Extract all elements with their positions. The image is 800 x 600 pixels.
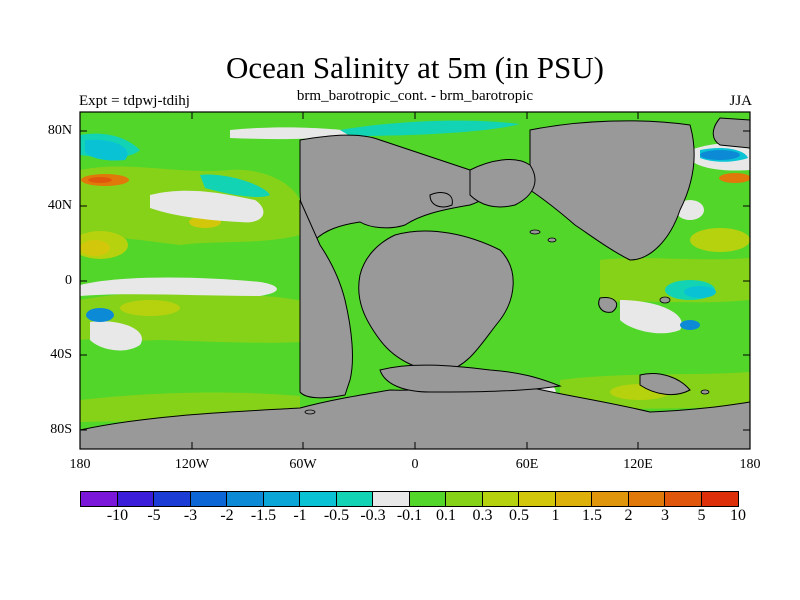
colorbar-label: 5 <box>697 507 706 524</box>
colorbar-box <box>190 492 227 506</box>
experiment-label: Expt = tdpwj-tdihj <box>79 93 190 109</box>
lon-label-60w: 60W <box>289 457 317 472</box>
colorbar-label: 1.5 <box>582 507 602 524</box>
colorbar-label: 1 <box>551 507 560 524</box>
colorbar-label: -2 <box>220 507 234 524</box>
lon-label-180e: 180 <box>739 457 761 472</box>
coast-islets <box>304 229 710 415</box>
colorbar-box <box>300 492 337 506</box>
colorbar-box <box>154 492 191 506</box>
colorbar-label: 10 <box>730 507 746 524</box>
colorbar-label: -0.3 <box>360 507 386 524</box>
colorbar-box <box>482 492 519 506</box>
lat-label-80n: 80N <box>47 123 72 138</box>
colorbar-label: -5 <box>147 507 161 524</box>
colorbar-box <box>628 492 665 506</box>
chart-title: Ocean Salinity at 5m (in PSU) <box>226 50 604 85</box>
colorbar-box <box>665 492 702 506</box>
chart-subtitle: brm_barotropic_cont. - brm_barotropic <box>296 88 534 104</box>
colorbar <box>80 491 739 507</box>
land-masses <box>80 117 750 449</box>
lon-label-60e: 60E <box>515 457 539 472</box>
lat-label-0: 0 <box>65 273 72 288</box>
anomaly-red <box>88 177 112 183</box>
colorbar-box <box>373 492 410 506</box>
colorbar-label: 2 <box>624 507 633 524</box>
colorbar-box <box>81 492 118 506</box>
colorbar-box <box>336 492 373 506</box>
colorbar-box <box>263 492 300 506</box>
lon-label-180w: 180 <box>69 457 91 472</box>
colorbar-box <box>555 492 592 506</box>
colorbar-label: -0.5 <box>323 507 350 524</box>
colorbar-box <box>446 492 483 506</box>
colorbar-box <box>409 492 446 506</box>
colorbar-box <box>701 492 738 506</box>
colorbar-label: -10 <box>106 507 129 524</box>
lon-label-120e: 120E <box>623 457 653 472</box>
anomaly-yellow <box>80 228 750 400</box>
colorbar-label: 0.3 <box>472 507 493 524</box>
lat-label-80s: 80S <box>50 422 72 437</box>
colorbar-label: 0.1 <box>436 507 456 524</box>
colorbar-label: -3 <box>183 507 198 524</box>
lat-label-40s: 40S <box>50 347 72 362</box>
season-label: JJA <box>729 93 752 109</box>
colorbar-label: 3 <box>661 507 669 524</box>
lat-label-40n: 40N <box>47 198 72 213</box>
colorbar-label: 0.5 <box>509 507 529 524</box>
colorbar-label: -0.1 <box>396 507 423 524</box>
colorbar-box <box>117 492 154 506</box>
lon-label-120w: 120W <box>174 457 210 472</box>
colorbar-label: -1 <box>293 507 307 524</box>
colorbar-box <box>592 492 629 506</box>
colorbar-box <box>519 492 556 506</box>
anomaly-blue <box>86 150 740 330</box>
colorbar-label: -1.5 <box>250 507 277 524</box>
colorbar-box <box>227 492 264 506</box>
axis-ticks <box>80 112 750 449</box>
lon-label-0: 0 <box>411 457 419 472</box>
